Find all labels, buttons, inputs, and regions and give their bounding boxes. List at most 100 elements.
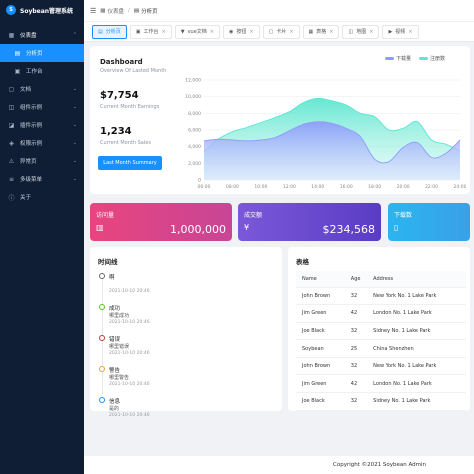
header: ☰ ▦ 仪表盘 / ▤ 分析页 [84, 0, 474, 22]
sidebar-item[interactable]: ◈ 权限示例 ⌄ [0, 134, 84, 152]
area-chart: 0 2,000 4,000 6,000 8,000 10,000 12,000 06:00 08… [185, 78, 466, 191]
component-icon: ◫ [8, 103, 15, 111]
tab-item[interactable]: ◉ 按钮 × [222, 24, 260, 39]
sidebar-item[interactable]: ▣ 工作台 [0, 62, 84, 80]
table-cell: New York No. 1 Lake Park [367, 287, 466, 306]
last-month-summary-button[interactable]: Last Month Summary [98, 156, 162, 170]
close-icon[interactable]: × [249, 28, 254, 35]
table-header-cell: Address [367, 271, 466, 288]
x-tick-label: 22:00 [425, 184, 438, 190]
table-cell: 42 [344, 304, 368, 323]
legend-item[interactable]: 注册数 [418, 55, 445, 62]
timeline-item-time: 2021-10-10 20:46 [109, 351, 150, 356]
timeline-item-desc: 哪里成功 [109, 313, 130, 319]
sidebar-item[interactable]: ◫ 组件示例 ⌄ [0, 98, 84, 116]
tab-item[interactable]: ▶ 视频 × [382, 24, 419, 39]
sales-value: 1,234 [100, 126, 132, 137]
sidebar-item[interactable]: ⓘ 关于 [0, 188, 84, 206]
sidebar-item[interactable]: ▤ 分析页 [0, 44, 84, 62]
sidebar: S Soybean管理系统 ▦ 仪表盘 ⌃ ▤ 分析页 ▣ 工作台 ▢ 文档 ⌄ ◫ 组件示例 ⌄ ◪ 插件… [0, 0, 84, 474]
tab-label: 视频 [395, 29, 406, 35]
tab-item[interactable]: ▢ 卡片 × [262, 24, 300, 39]
chevron-up-icon: ⌃ [72, 32, 77, 38]
x-tick-label: 08:00 [226, 184, 239, 190]
table-cell: Joe Black [296, 392, 345, 411]
series-line-1 [203, 97, 461, 153]
analysis-icon: ▤ [98, 28, 103, 35]
earnings-value: $7,754 [100, 90, 139, 101]
sidebar-item[interactable]: ⚠ 异常页 ⌄ [0, 152, 84, 170]
timeline-dot [99, 335, 105, 341]
analysis-icon: ▤ [133, 7, 140, 14]
chart-legend: 下载量 注册数 [384, 55, 445, 62]
table-cell: Sidney No. 1 Lake Park [367, 392, 466, 411]
sidebar-item-label: 异常页 [20, 159, 37, 165]
video-icon: ▶ [388, 28, 393, 35]
timeline-item-title: 啊 [109, 275, 115, 281]
sidebar-item[interactable]: ≡ 多级菜单 ⌄ [0, 170, 84, 188]
close-icon[interactable]: × [289, 28, 294, 35]
sidebar-item-label: 关于 [20, 195, 32, 201]
tab-bar: ▤ 分析页 ▣ 工作台 × ▼ vue文档 × ◉ 按钮 × ▢ 卡片 × ▦ 表格 × ◫ 地图 × ▶ 视频 × [84, 22, 474, 42]
legend-item[interactable]: 下载量 [384, 55, 411, 62]
breadcrumb-analysis: 分析页 [141, 8, 158, 15]
legend-swatch [384, 57, 394, 60]
timeline-dot [99, 304, 105, 310]
series-area-0 [204, 121, 460, 180]
sidebar-item[interactable]: ▦ 仪表盘 ⌃ [0, 26, 84, 44]
x-tick-label: 10:00 [254, 184, 267, 190]
close-icon[interactable]: × [161, 28, 166, 35]
close-icon[interactable]: × [209, 28, 214, 35]
breadcrumb-item[interactable]: ▦ 仪表盘 [100, 7, 124, 15]
brand[interactable]: S Soybean管理系统 [0, 0, 84, 20]
timeline-item-title: 警告 [109, 368, 121, 374]
sidebar-item[interactable]: ◪ 插件示例 ⌄ [0, 116, 84, 134]
close-icon[interactable]: × [408, 28, 413, 35]
tab-label: 分析页 [105, 29, 121, 35]
tab-label: 卡片 [276, 29, 287, 35]
legend-label: 注册数 [429, 56, 445, 62]
dashboard-card: Dashboard Overview Of Lasted Month $7,75… [90, 46, 470, 194]
table-cell: 32 [344, 287, 368, 306]
card-icon: ▢ [268, 28, 274, 35]
y-tick-label: 8,000 [188, 111, 201, 117]
close-icon[interactable]: × [329, 28, 334, 35]
stat-label: 访问量 [96, 212, 115, 219]
table-row: Soybean 25 China Shenzhen [296, 339, 466, 358]
stat-card-downloads: 下载数 ▯ [388, 203, 470, 241]
legend-label: 下载量 [395, 56, 411, 62]
timeline-dot [99, 397, 105, 403]
about-icon: ⓘ [8, 194, 15, 202]
tab-label: vue文档 [187, 29, 207, 35]
table-body: John Brown 32 New York No. 1 Lake Park Jim … [296, 287, 466, 411]
sidebar-item-label: 文档 [20, 87, 32, 93]
tab-item[interactable]: ▤ 分析页 [92, 24, 127, 39]
table-header-cell: Age [344, 271, 368, 288]
table-cell: London No. 1 Lake Park [367, 374, 466, 394]
timeline-item-title: 信息 [109, 399, 121, 405]
dashboard-icon: ▦ [100, 7, 106, 14]
breadcrumb-separator: / [128, 7, 130, 14]
x-tick-label: 06:00 [198, 184, 211, 190]
timeline-item-title: 错误 [109, 337, 121, 343]
menu-collapse-icon[interactable]: ☰ [90, 6, 97, 15]
tab-item[interactable]: ▣ 工作台 × [129, 24, 172, 39]
y-tick-label: 12,000 [185, 78, 201, 84]
tab-item[interactable]: ▦ 表格 × [302, 24, 340, 39]
money-icon: ¥ [244, 223, 250, 232]
timeline-item-time: 2021-10-10 20:46 [109, 289, 150, 294]
sidebar-item[interactable]: ▢ 文档 ⌄ [0, 80, 84, 98]
x-tick-label: 16:00 [340, 184, 353, 190]
table-row: Jim Green 42 London No. 1 Lake Park [296, 304, 466, 323]
tab-item[interactable]: ◫ 地图 × [342, 24, 380, 39]
table-header-row: Name Age Address [296, 271, 466, 288]
close-icon[interactable]: × [369, 28, 374, 35]
document-icon: ▼ [180, 28, 185, 35]
table-cell: Joe Black [296, 322, 345, 341]
table-cell: Soybean [296, 339, 345, 358]
tab-item[interactable]: ▼ vue文档 × [174, 24, 220, 39]
multi-menu-icon: ≡ [8, 175, 15, 183]
y-tick-label: 0 [198, 178, 201, 184]
footer: Copyright ©2021 Soybean Admin [84, 456, 474, 474]
table-cell: Sidney No. 1 Lake Park [367, 322, 466, 341]
